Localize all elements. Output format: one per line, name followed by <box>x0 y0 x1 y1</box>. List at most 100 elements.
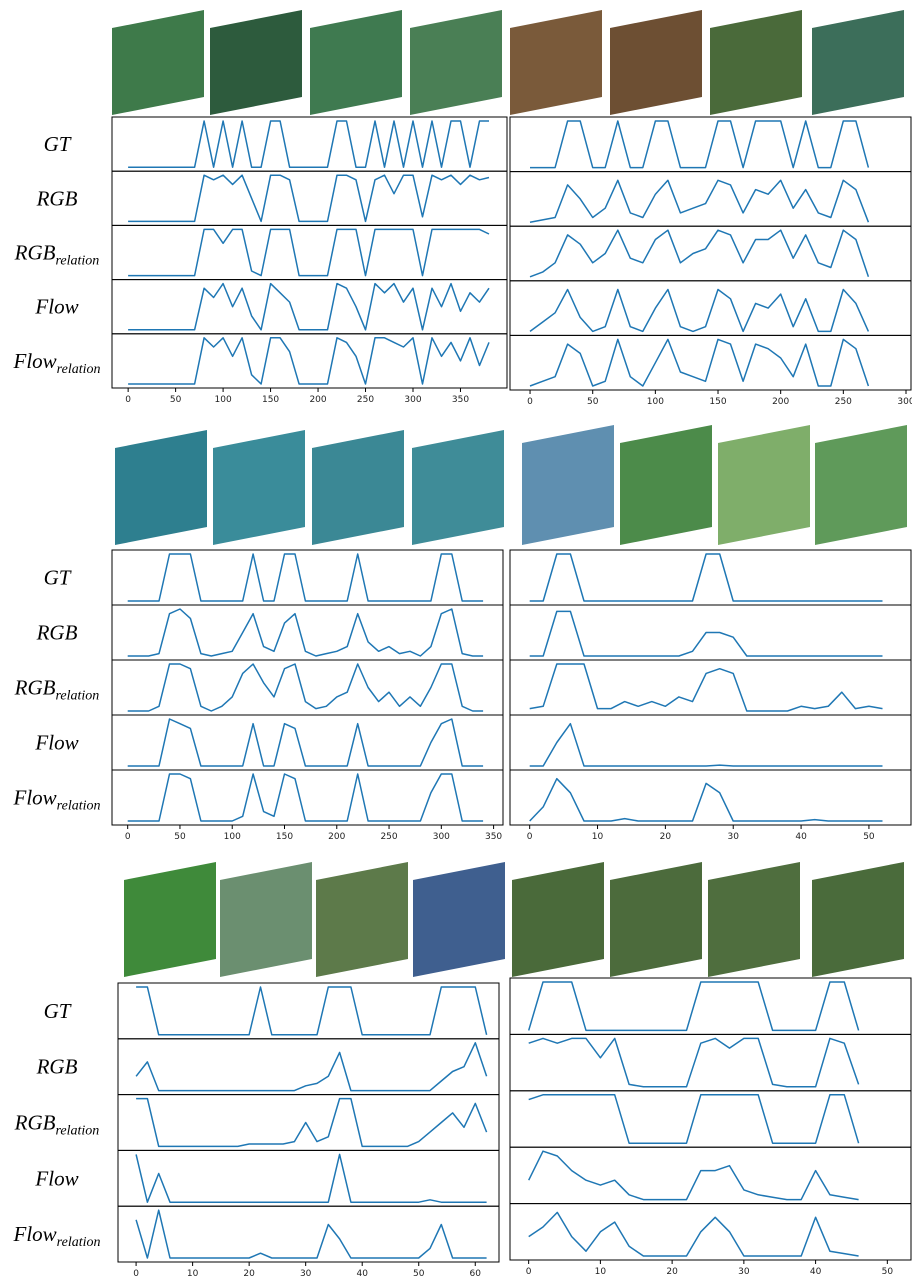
subplot-frame <box>510 660 911 715</box>
x-tick-label: 300 <box>897 397 912 407</box>
x-tick-label: 200 <box>772 397 789 407</box>
x-tick-label: 150 <box>262 395 279 405</box>
series-line <box>530 290 868 332</box>
x-tick-label: 350 <box>485 832 502 842</box>
x-tick-label: 40 <box>356 1269 368 1277</box>
series-line <box>530 121 868 168</box>
series-line <box>128 284 489 330</box>
x-tick-label: 300 <box>404 395 421 405</box>
thumbnail <box>413 862 505 977</box>
thumbnail <box>718 425 810 545</box>
thumbnail <box>815 425 907 545</box>
x-tick-label: 0 <box>527 832 533 842</box>
row-label-text: RGB <box>36 621 78 645</box>
thumbnail <box>210 10 302 115</box>
row-label: RGB <box>36 621 78 645</box>
series-line <box>530 554 883 601</box>
row-label-text: RGB <box>36 186 78 210</box>
thumbnail <box>610 862 702 977</box>
series-line <box>136 1099 487 1147</box>
x-tick-label: 20 <box>660 832 672 842</box>
row-label-subscript: relation <box>57 362 101 377</box>
thumbnail <box>412 430 504 545</box>
row-label-text: Flow <box>34 1166 78 1190</box>
row-label: Flowrelation <box>13 786 101 814</box>
thumbnail <box>124 862 216 977</box>
subplot-frame <box>112 171 507 225</box>
series-line <box>128 774 483 821</box>
x-tick-label: 20 <box>666 1267 678 1277</box>
x-tick-label: 30 <box>300 1269 312 1277</box>
x-tick-label: 0 <box>125 395 131 405</box>
subplot-frame <box>112 715 503 770</box>
x-tick-label: 250 <box>835 397 852 407</box>
series-line <box>128 121 489 167</box>
page: GTRGBRGBrelationFlowFlowrelation05010015… <box>0 0 912 1277</box>
x-tick-label: 250 <box>380 832 397 842</box>
x-tick-label: 40 <box>795 832 807 842</box>
series-line <box>530 230 868 277</box>
subplot-frame <box>112 334 507 388</box>
x-tick-label: 30 <box>738 1267 750 1277</box>
thumbnail <box>410 10 502 115</box>
x-tick-label: 100 <box>215 395 232 405</box>
x-tick-label: 0 <box>527 397 533 407</box>
x-tick-label: 200 <box>309 395 326 405</box>
subplot-frame <box>510 1204 911 1260</box>
subplot-frame <box>510 117 911 172</box>
thumbnail <box>115 430 207 545</box>
row-label-text: RGB <box>36 1055 78 1079</box>
x-tick-label: 100 <box>647 397 664 407</box>
series-line <box>136 1210 487 1258</box>
series-line <box>136 1043 487 1091</box>
row-label-text: RGB <box>14 241 56 265</box>
series-line <box>128 175 489 221</box>
subplot-frame <box>510 1147 911 1203</box>
thumbnail <box>310 10 402 115</box>
x-tick-label: 250 <box>357 395 374 405</box>
x-tick-label: 0 <box>526 1267 532 1277</box>
thumbnail <box>620 425 712 545</box>
series-line <box>530 180 868 222</box>
thumbnail <box>316 862 408 977</box>
subplot-frame <box>112 550 503 605</box>
x-tick-label: 100 <box>224 832 241 842</box>
row-label-text: Flow <box>13 786 57 810</box>
series-line <box>136 987 487 1035</box>
row-label: RGBrelation <box>14 676 100 704</box>
subplot-frame <box>112 225 507 279</box>
series-line <box>529 1151 859 1199</box>
row-label-text: GT <box>44 999 72 1023</box>
thumbnail <box>610 10 702 115</box>
row-label-text: Flow <box>34 731 78 755</box>
subplot-frame <box>112 770 503 825</box>
row-label: RGB <box>36 186 78 210</box>
series-line <box>529 1095 859 1143</box>
row-label-subscript: relation <box>56 1124 100 1139</box>
row-label-subscript: relation <box>56 254 100 269</box>
row-label: RGBrelation <box>14 1111 100 1139</box>
x-tick-label: 10 <box>187 1269 199 1277</box>
x-tick-label: 60 <box>470 1269 482 1277</box>
x-tick-label: 50 <box>170 395 182 405</box>
x-tick-label: 0 <box>125 832 131 842</box>
figure: GTRGBRGBrelationFlowFlowrelation05010015… <box>0 0 912 1277</box>
series-line <box>136 1154 487 1202</box>
thumbnail <box>710 10 802 115</box>
series-line <box>529 1212 859 1256</box>
subplot-frame <box>118 1150 499 1206</box>
row-label-text: GT <box>44 566 72 590</box>
series-line <box>530 611 883 656</box>
row-label: GT <box>44 566 72 590</box>
thumbnail <box>812 10 904 115</box>
subplot-frame <box>510 550 911 605</box>
thumbnail <box>512 862 604 977</box>
row-label: GT <box>44 999 72 1023</box>
row-label: RGB <box>36 1055 78 1079</box>
series-line <box>529 982 859 1030</box>
subplot-frame <box>510 226 911 281</box>
series-line <box>128 554 483 601</box>
row-label: GT <box>44 132 72 156</box>
series-line <box>128 229 489 275</box>
x-tick-label: 50 <box>174 832 186 842</box>
